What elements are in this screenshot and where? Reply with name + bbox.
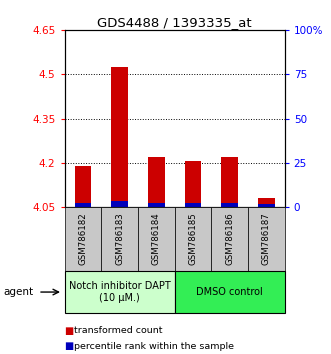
Text: GSM786186: GSM786186 [225, 212, 234, 266]
Bar [258, 198, 275, 207]
Text: GSM786183: GSM786183 [115, 212, 124, 266]
Bar [221, 157, 238, 207]
Bar [111, 201, 128, 207]
Text: ■: ■ [65, 341, 74, 351]
Bar [148, 202, 165, 207]
Text: percentile rank within the sample: percentile rank within the sample [74, 342, 234, 351]
Title: GDS4488 / 1393335_at: GDS4488 / 1393335_at [97, 16, 252, 29]
Bar [148, 157, 165, 207]
Bar [111, 67, 128, 207]
Bar [185, 202, 201, 207]
Bar [258, 204, 275, 207]
Bar [74, 202, 91, 207]
Text: ■: ■ [65, 326, 74, 336]
Text: agent: agent [3, 287, 33, 297]
Text: GSM786187: GSM786187 [262, 212, 271, 266]
Bar [74, 166, 91, 207]
Bar [221, 202, 238, 207]
Text: Notch inhibitor DAPT
(10 μM.): Notch inhibitor DAPT (10 μM.) [69, 281, 170, 303]
Text: GSM786184: GSM786184 [152, 212, 161, 266]
Text: GSM786185: GSM786185 [188, 212, 198, 266]
Bar [185, 161, 201, 207]
Text: DMSO control: DMSO control [196, 287, 263, 297]
Text: transformed count: transformed count [74, 326, 163, 336]
Text: GSM786182: GSM786182 [78, 212, 87, 266]
